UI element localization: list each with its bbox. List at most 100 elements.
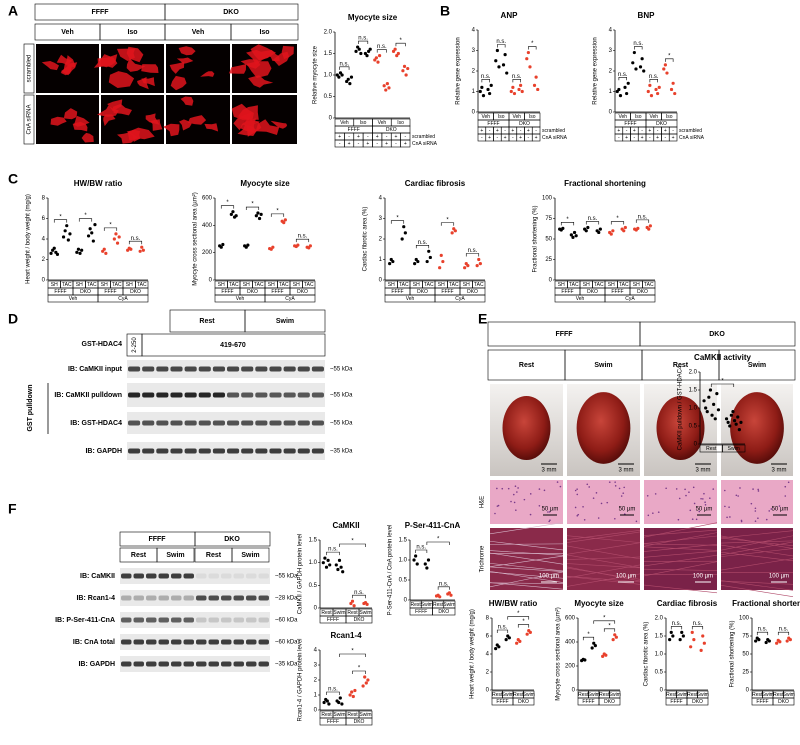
data-point [713,417,717,421]
data-point [710,413,714,417]
nucleus [582,506,584,508]
data-point [598,227,602,231]
label: 1.5 [655,634,664,640]
sig-bracket [634,46,643,50]
nucleus [523,498,526,501]
band [146,595,157,601]
label: 50 µm [696,507,713,513]
label: Cardiac fibrosis [657,599,718,608]
label: Veh [61,29,73,36]
label: TAC [594,282,604,288]
he-section [644,480,717,524]
label: ~55 kDa [330,421,353,427]
label: 0 [472,110,476,116]
data-point [282,221,286,225]
label: Veh [69,296,78,302]
band [233,573,244,579]
data-point [348,693,352,697]
data-point [283,218,287,222]
nucleus [750,502,753,505]
data-point [339,565,343,569]
label: - [672,128,674,134]
blot-strip [127,412,325,434]
nucleus [704,503,707,506]
label: 0 [404,598,408,604]
nucleus [548,511,551,513]
label: 0 [379,278,383,284]
band [208,573,219,579]
data-point [438,595,442,599]
data-point [509,89,513,94]
row-cell [722,444,746,453]
label: 2 [379,237,383,243]
band [221,617,232,623]
label: n.s. [512,74,522,80]
data-point [271,245,275,249]
data-point [361,684,365,688]
sig-bracket [593,620,616,624]
label: Swim [676,692,688,698]
heart [502,396,551,460]
label: FFFF [327,617,339,623]
label: Veh [481,114,490,120]
label: FFFF [756,699,768,705]
blot-strip [127,360,325,378]
fiber [720,580,794,585]
label: FFFF [348,127,360,133]
data-point [515,641,519,645]
fiber [489,582,564,585]
label: n.s. [377,44,387,50]
label: Veh [512,114,521,120]
nucleus [635,520,638,523]
label: SH [76,282,83,288]
nucleus [709,497,711,499]
label: ~55 kDa [275,574,298,580]
data-point [363,675,367,679]
label: - [528,135,530,141]
data-point [450,231,454,235]
row-cell [512,697,535,706]
label: 1.0 [324,73,333,79]
label: Swim [443,602,455,608]
data-point [341,570,345,574]
fiber [489,566,564,572]
label: 1.0 [399,558,408,564]
data-point [406,66,410,71]
band [246,595,257,601]
label: - [348,134,350,140]
data-point [669,87,674,92]
nucleus [576,493,579,496]
band [184,366,197,372]
label: n.s. [328,687,338,693]
label: Iso [666,114,673,120]
band [221,595,232,601]
label: FFFF [54,289,66,295]
fiber [566,535,641,543]
cell [93,54,118,68]
band [171,617,182,623]
label: 0 [694,442,698,448]
label: CnA siRNA [27,104,33,134]
label: 75 [742,634,749,640]
data-point [501,63,506,67]
nucleus [757,488,759,491]
label: 100 µm [616,574,636,580]
nucleus [614,517,616,520]
label: Rest [433,602,444,608]
data-point [724,417,729,421]
nucleus [695,518,698,521]
label: Swim [609,692,621,698]
band [246,661,257,667]
label: Rest [752,692,763,698]
cell [240,59,261,69]
cell [270,120,288,129]
label: P-Ser-411-CnA [405,521,461,530]
label: Rest [773,692,784,698]
nucleus [576,515,579,517]
nucleus [652,512,654,514]
data-point [561,226,565,230]
blot-strip [120,568,270,584]
label: Rest [199,318,215,325]
label: n.s. [468,248,478,254]
